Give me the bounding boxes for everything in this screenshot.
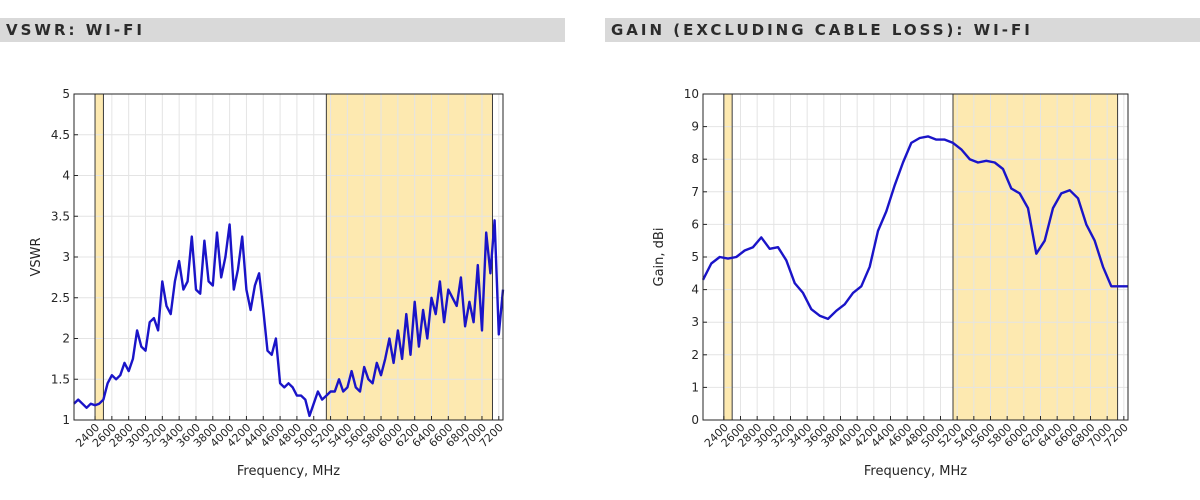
gain-series-line-0 (701, 135, 1128, 321)
vswr-chart: 11.522.533.544.5524002600280030003200340… (29, 87, 506, 479)
vswr-y-tick-label-8: 5 (62, 87, 70, 101)
gain-y-tick-label-9: 9 (691, 120, 699, 134)
gain-panel: GAIN (EXCLUDING CABLE LOSS): WI-FI 0 1 2 3 4… (605, 0, 1200, 500)
vswr-y-tick-label-5: 3.5 (51, 209, 70, 223)
gain-y-tick-label-0: 0 (691, 413, 699, 427)
vswr-y-tick-label-7: 4.5 (51, 128, 70, 142)
vswr-y-tick-label-4: 3 (62, 250, 70, 264)
gain-y-tick-label-4: 4 (691, 283, 699, 297)
gain-y-tick-label-2: 2 (691, 348, 699, 362)
gain-y-tick-label-7: 7 (691, 185, 699, 199)
vswr-header-bar: VSWR: WI-FI (0, 18, 565, 42)
vswr-panel: VSWR: WI-FI 1 1.5 2 2.5 3 3.5 4 4.5 5 2400 2600 280… (0, 0, 565, 500)
vswr-x-axis-label: Frequency, MHz (237, 464, 340, 479)
gain-y-tick-label-6: 6 (691, 217, 699, 231)
gain-chart: 0123456789102400260028003000320034003600… (652, 87, 1131, 479)
vswr-series-line-0 (73, 219, 505, 418)
vswr-y-tick-label-0: 1 (62, 413, 70, 427)
vswr-y-axis-label: VSWR (29, 237, 44, 276)
gain-y-tick-label-3: 3 (691, 315, 699, 329)
gain-y-tick-label-1: 1 (691, 380, 699, 394)
vswr-y-tick-label-3: 2.5 (51, 291, 70, 305)
vswr-y-tick-label-1: 1.5 (51, 372, 70, 386)
gain-y-tick-label-10: 10 (684, 87, 699, 101)
vswr-y-tick-label-6: 4 (62, 169, 70, 183)
gain-y-tick-label-8: 8 (691, 152, 699, 166)
gain-y-axis-label: Gain, dBi (652, 228, 667, 287)
vswr-panel-title: VSWR: WI-FI (6, 21, 145, 39)
gain-y-tick-label-5: 5 (691, 250, 699, 264)
gain-header-bar: GAIN (EXCLUDING CABLE LOSS): WI-FI (605, 18, 1200, 42)
vswr-y-tick-label-2: 2 (62, 332, 70, 346)
gain-panel-title: GAIN (EXCLUDING CABLE LOSS): WI-FI (611, 21, 1033, 39)
gain-x-axis-label: Frequency, MHz (864, 464, 967, 479)
